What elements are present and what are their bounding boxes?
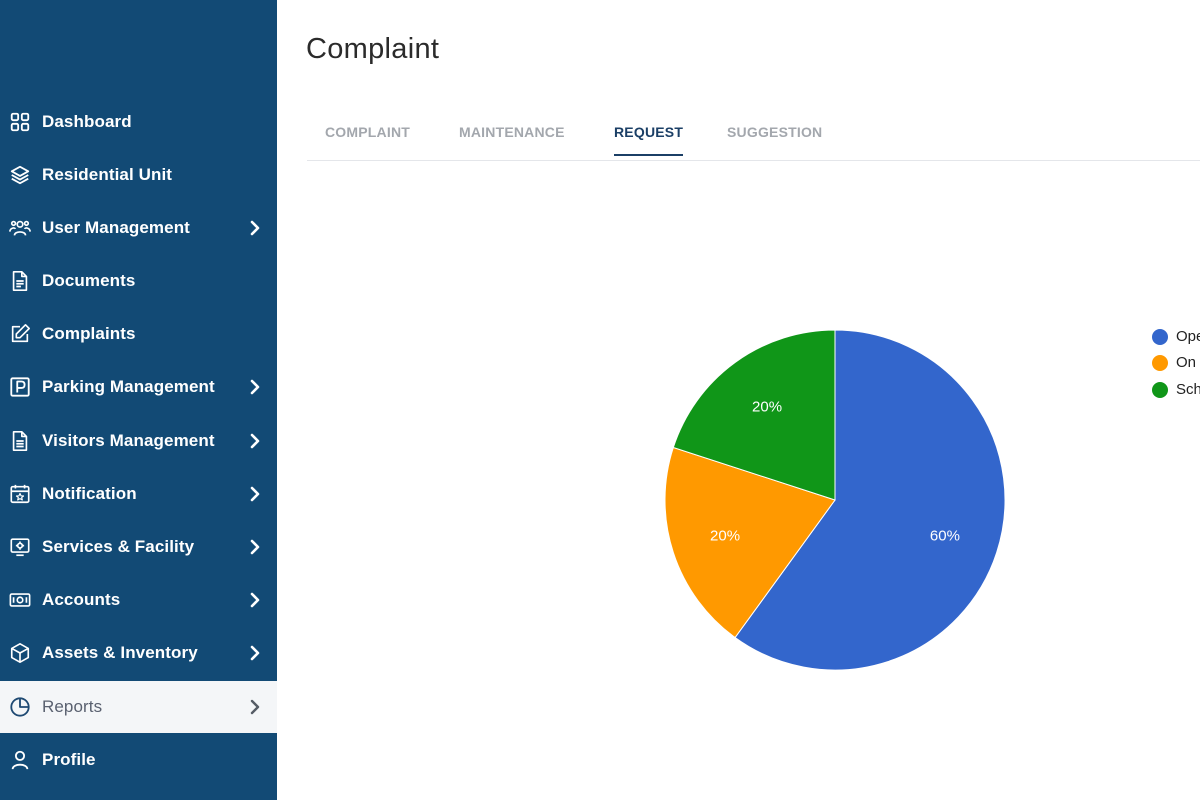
legend-swatch — [1152, 381, 1168, 398]
sidebar-item-label: Dashboard — [42, 112, 132, 131]
sidebar-item-label: Reports — [42, 697, 103, 716]
money-icon — [9, 589, 31, 611]
sidebar-item-notification[interactable]: Notification — [0, 468, 277, 520]
legend-item-scheduled[interactable]: Sch — [1152, 381, 1200, 398]
sidebar: Dashboard Residential Unit User Manageme… — [0, 0, 277, 800]
page-title: Complaint — [306, 33, 440, 65]
sidebar-item-label: Accounts — [42, 590, 121, 609]
legend-label: Sch — [1176, 381, 1200, 398]
sidebar-item-label: Complaints — [42, 324, 136, 343]
user-icon — [9, 749, 31, 771]
file-list-icon — [9, 430, 31, 452]
sidebar-item-residential-unit[interactable]: Residential Unit — [0, 149, 277, 201]
edit-icon — [9, 323, 31, 345]
grid-icon — [9, 111, 31, 133]
legend-swatch — [1152, 328, 1168, 345]
sidebar-item-label: Residential Unit — [42, 165, 173, 184]
pie-chart: 60% 20% 20% — [664, 329, 1006, 671]
chevron-right-icon — [250, 699, 260, 715]
sidebar-item-parking-management[interactable]: Parking Management — [0, 361, 277, 413]
pie-slice-2[interactable] — [672, 329, 836, 501]
sidebar-item-label: Services & Facility — [42, 537, 195, 556]
document-icon — [9, 270, 31, 292]
sidebar-item-label: Documents — [42, 271, 136, 290]
chevron-right-icon — [250, 645, 260, 661]
tab-complaint[interactable]: COMPLAINT — [325, 124, 411, 140]
legend-label: On — [1176, 354, 1197, 371]
pie-slice-0[interactable] — [734, 329, 1006, 671]
legend-swatch — [1152, 354, 1168, 371]
sidebar-item-dashboard[interactable]: Dashboard — [0, 96, 277, 148]
sidebar-item-label: Assets & Inventory — [42, 643, 198, 662]
sidebar-item-services-facility[interactable]: Services & Facility — [0, 521, 277, 573]
sidebar-item-user-management[interactable]: User Management — [0, 202, 277, 254]
users-icon — [9, 217, 31, 239]
chevron-right-icon — [250, 486, 260, 502]
layers-icon — [9, 164, 31, 186]
tab-maintenance[interactable]: MAINTENANCE — [459, 124, 565, 140]
legend-label: Ope — [1176, 328, 1200, 345]
sidebar-item-label: User Management — [42, 218, 190, 237]
sidebar-item-reports[interactable]: Reports — [0, 681, 277, 733]
pie-chart-icon — [9, 696, 31, 718]
box-icon — [9, 642, 31, 664]
tab-request[interactable]: REQUEST — [614, 124, 684, 156]
sidebar-item-label: Visitors Management — [42, 431, 215, 450]
chevron-right-icon — [250, 433, 260, 449]
parking-icon — [9, 376, 31, 398]
sidebar-item-assets-inventory[interactable]: Assets & Inventory — [0, 627, 277, 679]
sidebar-item-documents[interactable]: Documents — [0, 255, 277, 307]
chevron-right-icon — [250, 220, 260, 236]
pie-data-label-2: 20% — [752, 398, 782, 415]
services-icon — [9, 536, 31, 558]
sidebar-item-complaints[interactable]: Complaints — [0, 308, 277, 360]
chevron-right-icon — [250, 539, 260, 555]
sidebar-item-visitors-management[interactable]: Visitors Management — [0, 415, 277, 467]
chevron-right-icon — [250, 379, 260, 395]
calendar-star-icon — [9, 483, 31, 505]
legend-item-open[interactable]: Ope — [1152, 328, 1200, 345]
chevron-right-icon — [250, 592, 260, 608]
tab-suggestion[interactable]: SUGGESTION — [727, 124, 823, 140]
sidebar-item-accounts[interactable]: Accounts — [0, 574, 277, 626]
pie-slice-1[interactable] — [664, 446, 836, 639]
sidebar-item-label: Profile — [42, 750, 96, 769]
sidebar-item-label: Notification — [42, 484, 137, 503]
legend-item-on[interactable]: On — [1152, 354, 1196, 371]
pie-data-label-1: 20% — [710, 528, 740, 545]
tab-bar: COMPLAINT MAINTENANCE REQUEST SUGGESTION — [307, 110, 1200, 161]
sidebar-item-profile[interactable]: Profile — [0, 734, 277, 786]
sidebar-item-label: Parking Management — [42, 377, 215, 396]
pie-data-label-0: 60% — [930, 528, 960, 545]
